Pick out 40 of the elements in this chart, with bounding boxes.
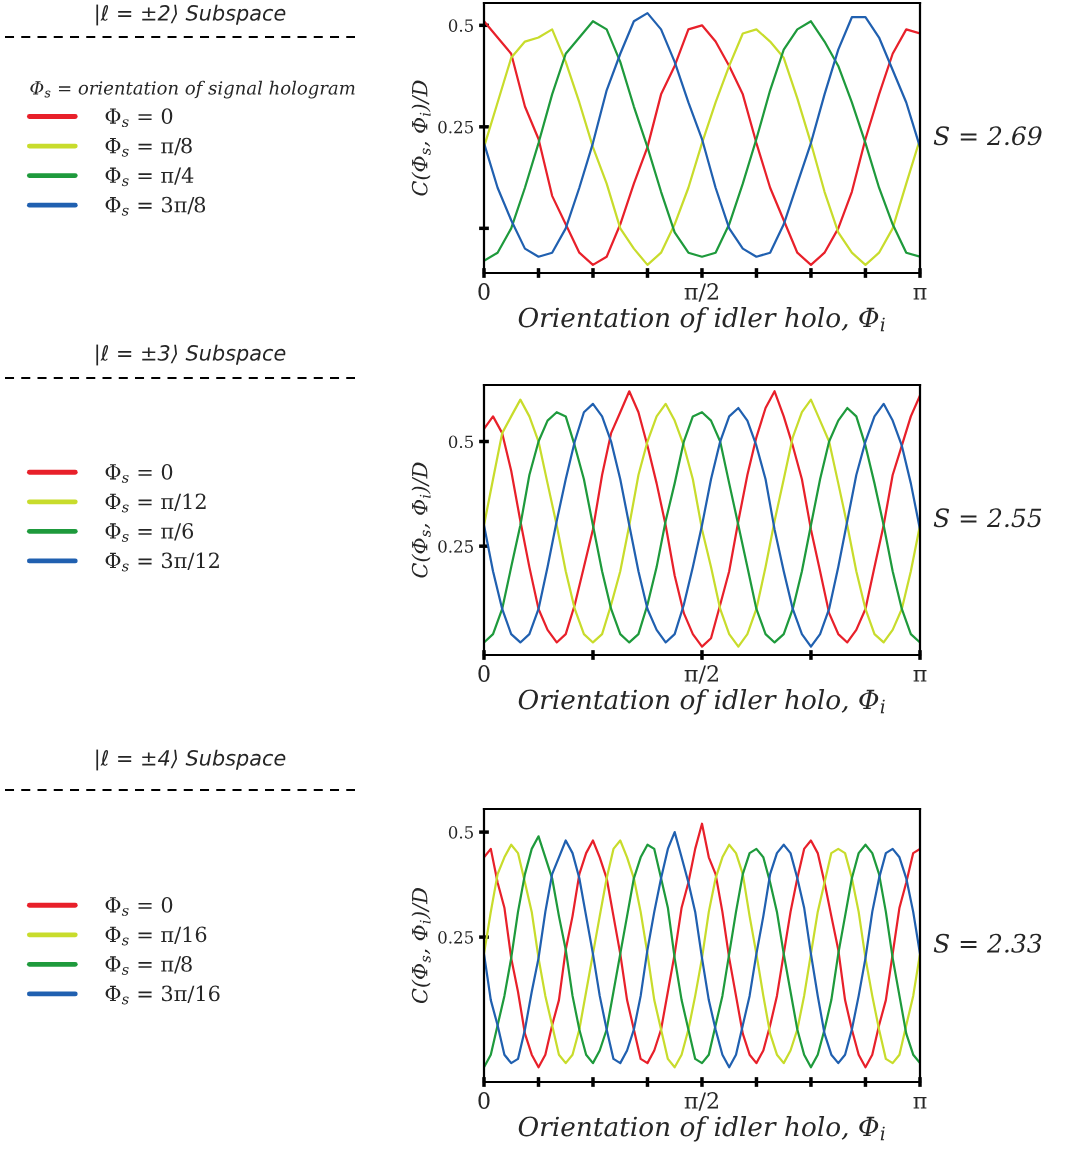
x-tick-label: π <box>913 1097 927 1109</box>
legend-label: Φ$_{s}$ = 3π/12 <box>105 552 219 572</box>
text: |ℓ = ±3⟩ Subspace <box>96 344 286 366</box>
x-axis-title: Orientation of idler holo, Φ$_{i}$ <box>518 1116 885 1142</box>
legend-label: Φ$_{s}$ = 0 <box>105 108 173 128</box>
x-tick-label: π <box>913 670 927 682</box>
y-tick-label: 0.5 <box>448 435 473 449</box>
text: S = 2.33 <box>933 933 1042 953</box>
y-tick-label: 0.25 <box>438 540 473 553</box>
text: |ℓ = ±2⟩ Subspace <box>96 4 286 26</box>
text: S = 2.69 <box>933 126 1042 146</box>
x-tick-label: 0 <box>478 1092 490 1109</box>
y-tick-label: 0.5 <box>448 19 473 32</box>
x-tick-label: 0 <box>478 283 490 300</box>
x-tick-label: π/2 <box>684 665 718 684</box>
x-tick-label: 0 <box>478 665 490 682</box>
legend-label: Φ$_{s}$ = π/8 <box>105 137 192 157</box>
text: S = 2.55 <box>933 508 1042 528</box>
y-axis-title: C(Φ$_{s}$, Φ$_{i}$)/D <box>411 462 431 578</box>
y-axis-title: C(Φ$_{s}$, Φ$_{i}$)/D <box>411 888 431 1004</box>
y-tick-label: 0.5 <box>448 826 473 839</box>
legend-title: Φ$_{s}$ = orientation of signal hologram <box>30 80 355 99</box>
legend-label: Φ$_{s}$ = π/4 <box>105 167 194 187</box>
x-tick-label: π/2 <box>684 283 718 302</box>
y-tick-label: 0.25 <box>438 120 473 134</box>
legend-label: Φ$_{s}$ = π/12 <box>105 493 206 513</box>
x-tick-label: π/2 <box>684 1092 718 1111</box>
legend-label: Φ$_{s}$ = 3π/8 <box>105 196 206 216</box>
x-tick-label: π <box>913 288 927 300</box>
legend-label: Φ$_{s}$ = π/16 <box>105 926 207 946</box>
text: |ℓ = ±4⟩ Subspace <box>96 749 286 771</box>
y-tick-label: 0.25 <box>438 931 473 944</box>
legend-label: Φ$_{s}$ = 3π/16 <box>105 985 220 1005</box>
legend-label: Φ$_{s}$ = 0 <box>105 463 173 483</box>
x-axis-title: Orientation of idler holo, Φ$_{i}$ <box>518 689 885 715</box>
legend-label: Φ$_{s}$ = π/6 <box>105 523 194 542</box>
legend-label: Φ$_{s}$ = π/8 <box>105 956 192 975</box>
legend-label: Φ$_{s}$ = 0 <box>105 896 173 916</box>
x-axis-title: Orientation of idler holo, Φ$_{i}$ <box>518 307 885 333</box>
y-axis-title: C(Φ$_{s}$, Φ$_{i}$)/D <box>411 80 431 196</box>
